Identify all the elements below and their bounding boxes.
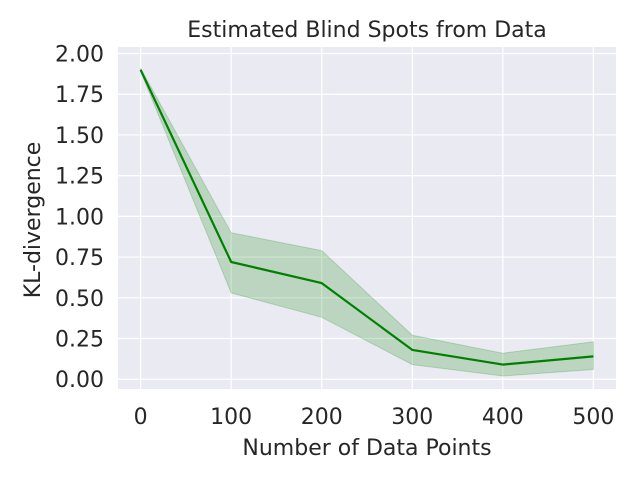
- y-tick-label: 0.75: [55, 246, 104, 271]
- grid: [118, 47, 616, 389]
- x-tick-label: 0: [134, 405, 148, 430]
- x-tick-label: 300: [391, 405, 433, 430]
- y-tick-label: 0.50: [55, 287, 104, 312]
- x-tick-label: 100: [210, 405, 252, 430]
- series-line: [139, 69, 594, 366]
- x-tick-label: 500: [572, 405, 614, 430]
- y-tick-label: 0.00: [55, 368, 104, 393]
- x-tick-label: 400: [482, 405, 524, 430]
- y-tick-label: 1.00: [55, 205, 104, 230]
- y-tick-label: 1.50: [55, 124, 104, 149]
- y-axis-label: KL-divergence: [21, 142, 46, 299]
- x-tick-labels: 0 100 200 300 400 500: [134, 405, 615, 430]
- y-tick-label: 2.00: [55, 43, 104, 68]
- y-tick-labels: 0.00 0.25 0.50 0.75 1.00 1.25 1.50 1.75 2.00: [55, 43, 104, 394]
- x-axis-label: Number of Data Points: [242, 436, 491, 461]
- chart-title: Estimated Blind Spots from Data: [187, 18, 547, 43]
- y-tick-label: 0.25: [55, 328, 104, 353]
- x-tick-label: 200: [301, 405, 343, 430]
- y-tick-label: 1.25: [55, 165, 104, 190]
- plot-background: [118, 47, 616, 389]
- y-tick-label: 1.75: [55, 83, 104, 108]
- confidence-band: [140, 67, 594, 377]
